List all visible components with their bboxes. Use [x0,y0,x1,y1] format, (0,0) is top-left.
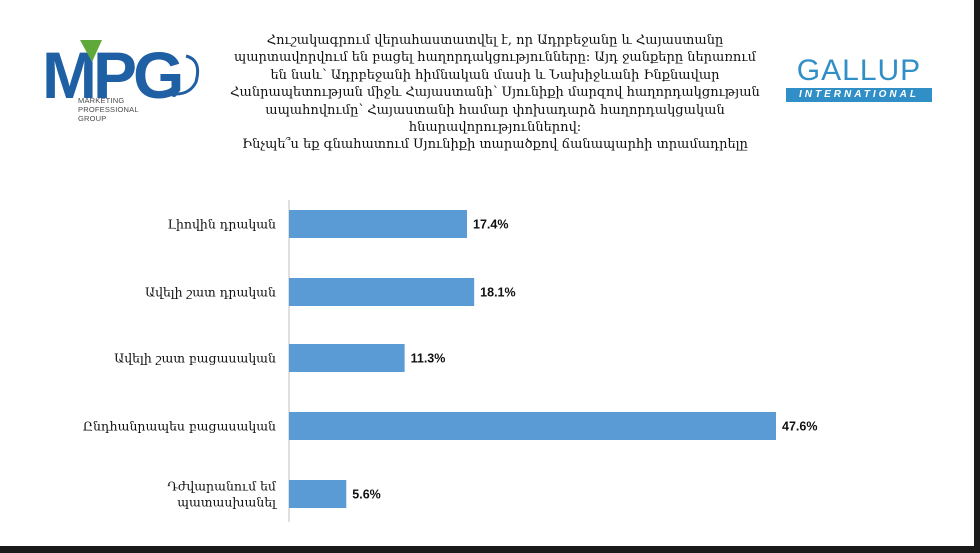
bar [289,278,475,306]
mpg-logo-letters: MPG [42,38,181,106]
bar [289,480,347,508]
mpg-logo: MPG MARKETING PROFESSIONAL GROUP [40,36,210,136]
question-line: Հանրապետության միջև Հայաստանի՝ Սյունիքի … [230,85,760,101]
data-label: 47.6% [782,420,817,434]
bar [289,210,468,238]
question-line: Ինչպե՞ս եք գնահատում Սյունիքի տարածքով ճ… [242,137,748,153]
question-line: ապահովումը՝ Հայաստանի համար փոխադարձ հաղ… [265,102,725,118]
category-label: Ավելի շատ բացասական [114,351,276,366]
mpg-tagline: MARKETING PROFESSIONAL GROUP [78,96,208,123]
data-label: 18.1% [480,286,515,300]
category-label: Ավելի շատ դրական [145,285,276,300]
headset-icon [175,54,200,96]
gallup-logo-subtitle: INTERNATIONAL [786,88,932,102]
gallup-logo: GALLUP INTERNATIONAL [784,55,934,107]
mpg-logo-accent [80,40,102,62]
mpg-tagline-line: PROFESSIONAL [78,105,139,114]
mpg-logo-mark: MPG [42,38,200,106]
window-edge-right [974,0,980,553]
bar [289,344,405,372]
question-line: հնարավորություններով: [408,120,582,136]
mpg-tagline-line: MARKETING [78,96,125,105]
question-line: են նաև՝ Ադրբեջանի հիմնական մասի և Նախիջև… [270,67,720,83]
category-label: Դժվարանում եմ [167,479,277,494]
mpg-tagline-line: GROUP [78,114,107,123]
category-label: պատասխանել [177,495,277,510]
survey-question: Հուշակագրում վերահաստատվել է, որ Ադրբեջա… [205,32,785,154]
category-label: Ընդհանրապես բացասական [83,419,276,434]
data-label: 11.3% [411,352,446,366]
question-line: պարտավորվում են բացել հաղորդակցություննե… [233,50,757,66]
bar [289,412,776,440]
category-label: Լիովին դրական [167,217,276,232]
data-label: 5.6% [352,488,381,502]
question-line: Հուշակագրում վերահաստատվել է, որ Ադրբեջա… [266,33,724,48]
headset-mic-icon [171,91,177,97]
window-edge-bottom [0,546,980,553]
data-label: 17.4% [473,218,508,232]
gallup-logo-name: GALLUP [796,54,922,87]
